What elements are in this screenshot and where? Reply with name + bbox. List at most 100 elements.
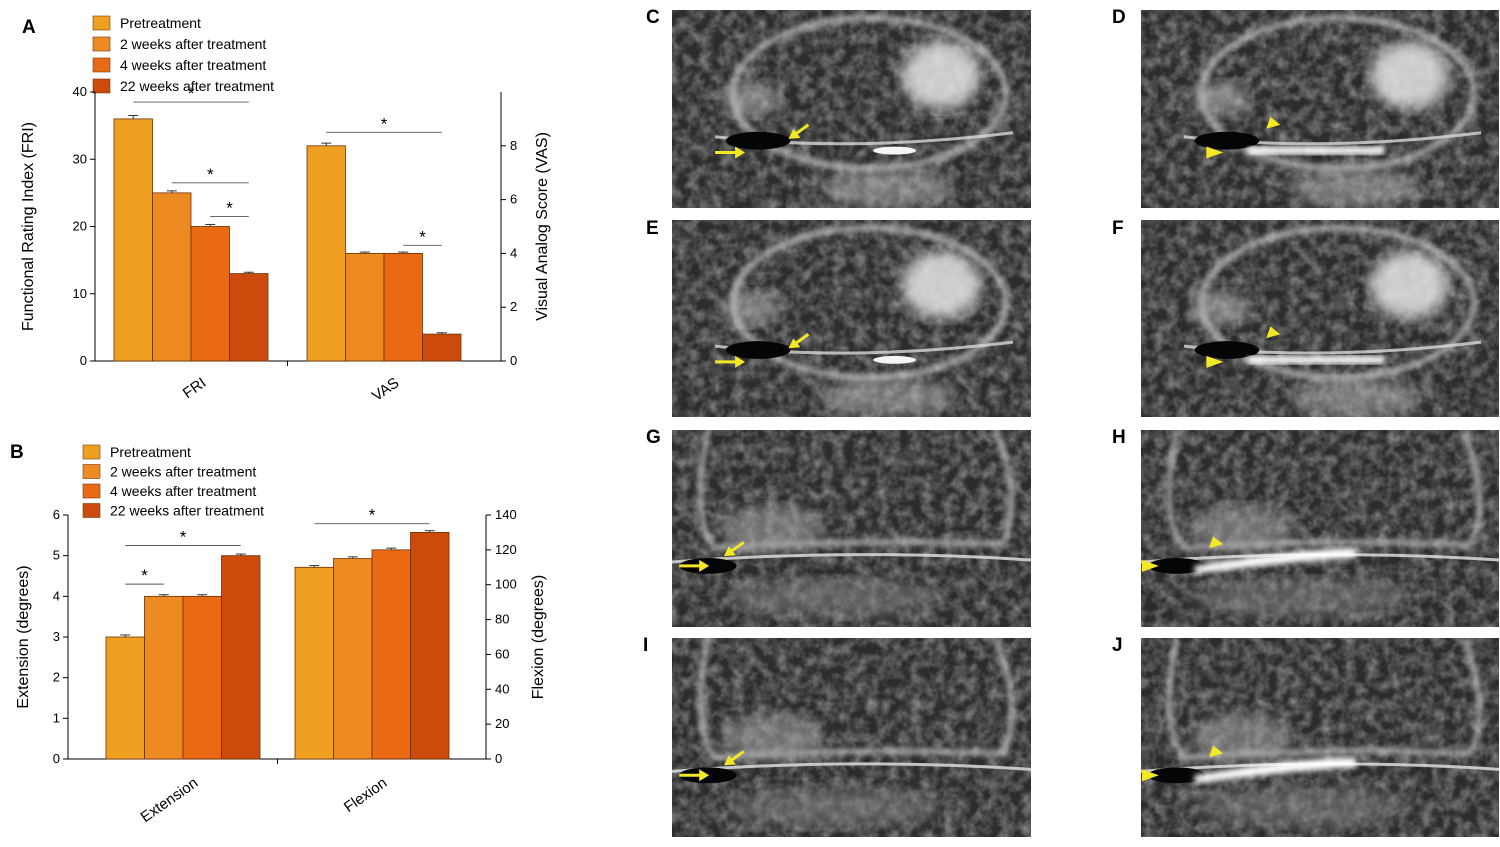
significance-star: * [226,198,233,217]
arrowhead-marker [1206,146,1224,159]
panel-letter-g: G [646,427,661,448]
y-tick-label-left: 5 [53,548,60,563]
bar [294,566,334,760]
legend-swatch [92,78,111,94]
mri-image [1141,10,1499,208]
bar [105,636,145,760]
marrow-signal [1191,713,1292,762]
bright-signal-region [1370,41,1449,110]
legend-swatch [82,483,101,499]
bar [422,333,462,362]
y-tick-label-right: 100 [495,577,517,592]
legend-swatch [92,15,111,31]
panel-letter-h: H [1112,427,1126,448]
tibial-signal [1291,377,1421,417]
meniscus-dark [1148,767,1206,784]
significance-star: * [369,506,376,525]
legend-b: Pretreatment 2 weeks after treatment 4 wee… [82,444,264,519]
y-tick-label-right: 2 [510,299,517,314]
panel-letter-a: A [22,17,36,38]
category-label: Extension [138,774,202,826]
tibial-signal [1194,787,1410,828]
mri-panel-g [672,430,1031,627]
bars-b [105,530,450,760]
tibial-signal [1291,168,1421,208]
mri-panel-j [1141,638,1499,837]
bar [190,226,230,362]
tibial-signal [822,377,953,417]
fluid-signal [873,355,917,364]
bright-signal-region [901,41,981,110]
meniscus-dark [1194,341,1260,359]
y-tick-label-left: 10 [73,286,87,301]
y-axis-label-left: Extension (degrees) [15,565,32,708]
legend-a: Pretreatment 2 weeks after treatment 4 wee… [92,15,274,94]
arrowhead-marker [1209,745,1224,758]
femoral-outline [1166,638,1483,760]
femoral-outline [697,430,1015,551]
arrow-marker-head [723,546,736,557]
bar [306,145,346,362]
legend-label: 22 weeks after treatment [110,503,264,519]
y-tick-label-left: 40 [73,84,87,99]
bar [182,595,222,760]
y-tick-label-right: 0 [495,751,502,766]
meniscus-dark [1148,558,1206,574]
y-tick-label-right: 120 [495,542,517,557]
legend-swatch [92,36,111,52]
bar [152,192,192,362]
arrowhead-marker [1141,559,1159,572]
legend-label: 2 weeks after treatment [120,36,266,52]
soft-tissue-signal [722,81,780,117]
bar [345,252,385,362]
arrow-marker-head [735,355,746,368]
panel-letter-c: C [646,7,660,28]
category-label: VAS [369,374,402,405]
fluid-signal [1194,548,1356,574]
y-axis-label-right: Visual Analog Score (VAS) [534,132,551,321]
arrowhead-marker [1206,355,1224,368]
significance-star: * [141,566,148,585]
y-tick-label-right: 8 [510,138,517,153]
bar [371,549,411,760]
y-tick-label-left: 4 [53,588,60,603]
mri-panel-i [672,638,1031,837]
fluid-signal [1248,355,1385,364]
y-tick-label-right: 60 [495,646,509,661]
soft-tissue-signal [1191,81,1249,117]
mri-panel-d [1141,10,1499,208]
femoral-outline [1166,430,1483,551]
y-tick-label-left: 1 [53,710,60,725]
arrowhead-marker [1141,769,1159,782]
category-label: Flexion [341,774,390,816]
mri-panel-f [1141,220,1499,417]
arrowhead-marker [1266,116,1281,129]
tibial-signal [1194,577,1410,618]
tibial-signal [822,168,953,208]
y-tick-label-right: 20 [495,716,509,731]
legend-swatch [92,57,111,73]
arrow-marker-head [723,755,736,766]
marrow-signal [722,713,823,762]
bar [113,118,153,362]
panel-letter-b: B [10,442,24,463]
arrow-marker-head [699,769,710,782]
y-axis-label-left: Functional Rating Index (FRI) [20,122,37,331]
significance-star: * [207,165,214,184]
arrow-marker-head [735,146,746,159]
legend-label: 22 weeks after treatment [120,78,274,94]
legend-label: 4 weeks after treatment [120,57,266,73]
y-tick-label-left: 20 [73,219,87,234]
fluid-signal [873,146,917,155]
significance-a: * * * * * [133,84,442,246]
y-tick-label-right: 6 [510,192,517,207]
chart-panel-b: B Pretreatment 2 weeks after treatment 4 w… [10,442,547,826]
fluid-signal [1248,146,1385,155]
bar [333,558,373,760]
meniscus-dark [1194,131,1260,150]
tibial-signal [725,577,942,618]
bright-signal-region [1370,251,1449,319]
legend-label: Pretreatment [120,15,201,31]
marrow-signal [722,504,823,553]
